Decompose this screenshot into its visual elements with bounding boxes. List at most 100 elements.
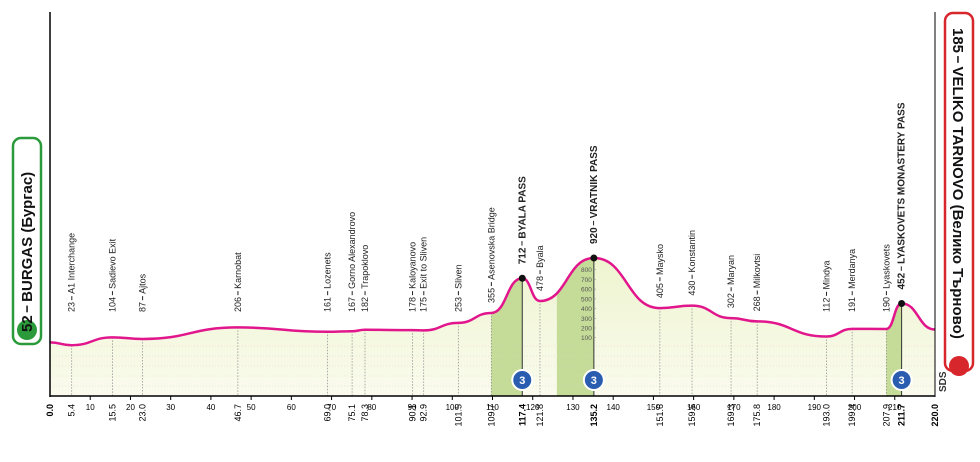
- waypoint-label: 452 LYASKOVETS MONASTERY PASS: [897, 102, 908, 289]
- waypoint-text: 355 Asenovska Bridge: [486, 207, 496, 303]
- name: Maryan: [726, 255, 736, 285]
- y-tick-label: 600: [581, 287, 592, 294]
- dash: [900, 266, 902, 271]
- waypoint-text: 112 Mindya: [821, 261, 831, 312]
- altitude: 206: [233, 297, 243, 312]
- category-badge: [582, 369, 605, 391]
- category-text: 3: [519, 375, 525, 387]
- altitude: 112: [821, 298, 831, 312]
- km-label: 101.5: [453, 404, 463, 427]
- logo: SDS: [938, 371, 949, 392]
- name: Milkovtsi: [752, 254, 762, 289]
- altitude: 268: [752, 296, 762, 311]
- x-tick-label: 40: [206, 403, 215, 412]
- altitude: 185: [949, 28, 966, 53]
- dash: [593, 220, 595, 226]
- altitude: 178: [407, 297, 417, 312]
- name: Ajtos: [138, 273, 148, 294]
- altitude: 355: [486, 288, 496, 303]
- name: Merdanya: [847, 249, 857, 289]
- dash: [412, 291, 414, 296]
- waypoint-text: 405 Maysko: [655, 244, 665, 298]
- waypoint-label: 206 Karnobat: [233, 252, 243, 312]
- km-label: 207.9: [881, 404, 891, 427]
- waypoint-label: 182 Trapoklovo: [360, 245, 370, 312]
- waypoint-text: 161 Lozenets: [323, 252, 333, 312]
- km-label: 159.6: [687, 404, 697, 427]
- km-label: 169.3: [726, 404, 736, 427]
- waypoint-label: 268 Milkovtsi: [752, 254, 762, 312]
- x-tick-label: 50: [247, 403, 256, 412]
- y-tick-label: 200: [581, 326, 592, 333]
- km-label: 0.0: [45, 404, 55, 417]
- waypoint-label: 112 Mindya: [821, 261, 831, 312]
- x-tick-label: 150: [647, 403, 661, 412]
- dash: [142, 296, 144, 301]
- dash: [659, 277, 661, 282]
- altitude: 167: [347, 297, 357, 312]
- altitude: 405: [655, 283, 665, 298]
- waypoint-text: 452 LYASKOVETS MONASTERY PASS: [897, 102, 908, 289]
- waypoint-text: 478 Byala: [535, 245, 545, 291]
- waypoint-label: 185 VELIKO TARNOVO (Велико Търново): [949, 28, 966, 339]
- waypoint-text: 190 Lyaskovets: [881, 244, 891, 312]
- waypoint-label: 191 Merdanya: [847, 249, 857, 312]
- name: BURGAS (Бургас): [19, 172, 36, 302]
- waypoint-text: 23 A1 Interchange: [67, 233, 77, 312]
- waypoint-label: 104 Sadievo Exit: [107, 238, 117, 312]
- name: Mindya: [821, 261, 831, 290]
- dash: [111, 291, 113, 296]
- waypoint-text: 52 BURGAS (Бургас): [19, 172, 36, 332]
- name: Trapoklovo: [360, 245, 370, 289]
- km-label: 78.3: [360, 404, 370, 422]
- x-tick-label: 140: [607, 403, 621, 412]
- km-label: 117.4: [517, 404, 527, 426]
- summit-dot: [590, 254, 598, 262]
- waypoint-label: 478 Byala: [535, 245, 545, 291]
- waypoint-label: 87 Ajtos: [138, 273, 148, 312]
- y-tick-label: 500: [581, 296, 592, 303]
- km-label: 151.6: [655, 404, 665, 427]
- waypoint-text: 191 Merdanya: [847, 249, 857, 312]
- category-badge: [890, 369, 913, 391]
- x-tick-label: 10: [86, 403, 95, 412]
- waypoint-text: 430 Konstantin: [687, 230, 697, 296]
- x-tick-label: 80: [367, 403, 376, 412]
- waypoint-text: 167 Gorno Alexandrovo: [347, 212, 357, 312]
- altitude: 712: [517, 247, 528, 264]
- km-label: 175.8: [752, 404, 762, 427]
- km-label: 5.4: [67, 404, 77, 417]
- waypoint-label: 253 Sliven: [453, 264, 463, 312]
- name: BYALA PASS: [517, 176, 528, 239]
- x-tick-label: 110: [486, 403, 499, 412]
- altitude: 430: [687, 281, 697, 296]
- finish-icon: [949, 356, 969, 376]
- waypoint-text: 268 Milkovtsi: [752, 254, 762, 312]
- x-tick-label: 200: [848, 403, 862, 412]
- waypoint-text: 206 Karnobat: [233, 252, 243, 312]
- altitude: 87: [138, 302, 148, 312]
- x-tick-label: 130: [566, 403, 580, 412]
- waypoint-text: 920 VRATNIK PASS: [589, 145, 600, 244]
- dash: [490, 282, 492, 287]
- waypoint-label: 178 Kaloyanovo: [407, 242, 417, 312]
- name: A1 Interchange: [67, 233, 77, 294]
- km-label: 69.0: [323, 404, 333, 422]
- name: Exit to Sliven: [419, 237, 429, 289]
- waypoint-label: 167 Gorno Alexandrovo: [347, 212, 357, 312]
- name: Sliven: [453, 264, 463, 289]
- name: Karnobat: [233, 252, 243, 289]
- waypoint-label: 52 BURGAS (Бургас): [19, 172, 36, 332]
- altitude: 191: [847, 297, 857, 312]
- altitude: 182: [360, 297, 370, 312]
- altitude: 478: [535, 276, 545, 291]
- waypoint-label: 405 Maysko: [655, 244, 665, 298]
- name: LYASKOVETS MONASTERY PASS: [897, 102, 908, 264]
- waypoint-label: 430 Konstantin: [687, 230, 697, 296]
- dash: [851, 291, 853, 296]
- name: VRATNIK PASS: [589, 145, 600, 218]
- y-tick-label: 700: [581, 277, 592, 284]
- x-tick-label: 210: [888, 403, 902, 412]
- dash: [26, 305, 28, 313]
